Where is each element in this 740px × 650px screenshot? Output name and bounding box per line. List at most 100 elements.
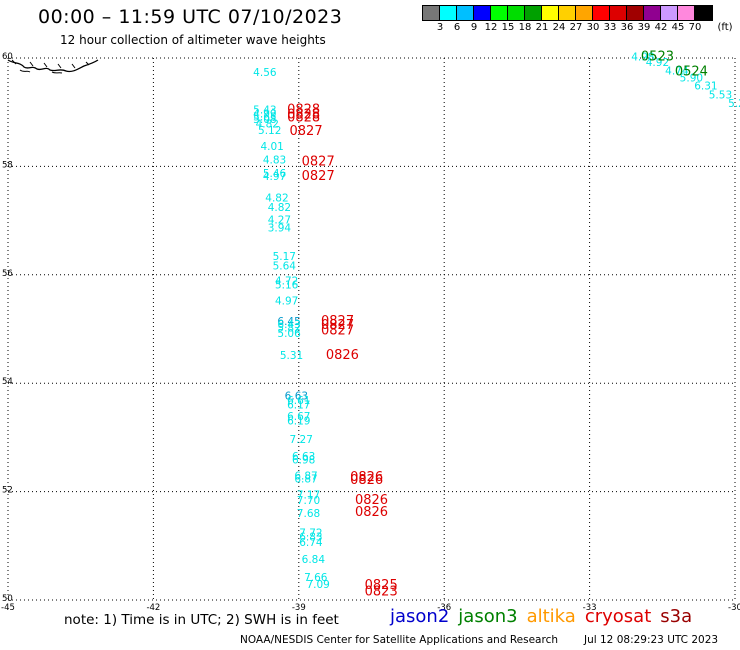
pass-time-label: 0827 <box>302 154 335 169</box>
swh-value: 6.83 <box>299 531 322 543</box>
color-swatch-8 <box>559 6 576 20</box>
color-tick-label: 6 <box>453 22 461 33</box>
swh-value: 5.46 <box>263 168 287 180</box>
swh-value: 4.74 <box>665 65 689 77</box>
color-unit-label: (ft) <box>717 22 733 33</box>
pass-time-label: 0826 <box>355 493 388 508</box>
swh-value: 5.16 <box>275 279 299 291</box>
color-tick-label: 24 <box>552 22 566 33</box>
swh-value: 6.98 <box>292 454 315 466</box>
color-tick-label: 15 <box>501 22 515 33</box>
color-swatch-9 <box>576 6 593 20</box>
swh-value: 6.43 <box>277 319 300 331</box>
satellite-s3a: s3a <box>660 606 693 627</box>
swh-value: 6.67 <box>287 411 310 423</box>
pass-time-label: 0827 <box>321 323 354 338</box>
pass-time-label: 0826 <box>350 470 383 485</box>
swh-value: 4.82 <box>265 193 288 205</box>
swh-value: 4.92 <box>646 57 669 69</box>
lon-tick-label: -30 <box>728 603 740 613</box>
swh-value: 5.08 <box>253 114 276 126</box>
color-swatch-14 <box>661 6 678 20</box>
color-tick-label: 33 <box>603 22 617 33</box>
color-swatch-1 <box>440 6 457 20</box>
swh-value: 6.87 <box>294 473 317 485</box>
swh-value: 4.72 <box>275 276 298 288</box>
lat-tick-label: 52 <box>2 486 13 496</box>
pass-time-label: 0828 <box>287 102 320 117</box>
lat-tick-label: 58 <box>2 160 13 170</box>
swh-value: 6.61 <box>287 395 310 407</box>
footer: NOAA/NESDIS Center for Satellite Applica… <box>240 634 718 646</box>
swh-value: 4.56 <box>253 67 277 79</box>
color-tick-label: 36 <box>620 22 634 33</box>
color-tick-label: 45 <box>671 22 685 33</box>
swh-value: 7.68 <box>297 508 320 520</box>
satellite-cryosat: cryosat <box>584 606 652 627</box>
swh-value: 4.97 <box>263 171 286 183</box>
swh-value: 5.12 <box>258 125 281 137</box>
swh-value: 6.63 <box>292 451 315 463</box>
color-swatch-10 <box>593 6 610 20</box>
color-tick-label: 12 <box>484 22 498 33</box>
map-subtitle: 12 hour collection of altimeter wave hei… <box>60 33 326 47</box>
swh-value: 4.83 <box>263 155 286 167</box>
pass-time-label: 0826 <box>326 348 359 363</box>
lat-tick-label: 50 <box>2 594 13 604</box>
swh-value: 7.66 <box>304 572 328 584</box>
satellite-jason3: jason3 <box>458 606 518 627</box>
swh-value: 7.17 <box>297 490 320 502</box>
pass-time-label: 0828 <box>287 108 320 123</box>
swh-value: 4.01 <box>260 141 283 153</box>
lat-tick-label: 60 <box>2 52 13 62</box>
swh-value: 6.87 <box>294 471 317 483</box>
color-tick-label: 27 <box>569 22 583 33</box>
pass-time-label: 0827 <box>321 314 354 329</box>
pass-time-labels: 0523052408280828082808270827082708270827… <box>287 50 708 600</box>
color-swatch-13 <box>644 6 661 20</box>
color-swatch-4 <box>491 6 508 20</box>
footer-timestamp: Jul 12 08:29:23 UTC 2023 <box>584 634 719 646</box>
lon-tick-label: -33 <box>583 603 597 613</box>
note-text: note: 1) Time is in UTC; 2) SWH is in fe… <box>64 612 339 628</box>
color-swatch-6 <box>525 6 542 20</box>
swh-value: 4.82 <box>256 118 279 130</box>
color-tick-label: 9 <box>470 22 478 33</box>
color-tick-label: 70 <box>688 22 702 33</box>
satellite-legend: jason2 jason3 altika cryosat s3a <box>390 606 701 627</box>
color-scale-ticks: 3 6 9 12 15 18 21 24 27 30 33 36 39 42 45 70 (ft) <box>0 22 740 36</box>
swh-value: 6.74 <box>299 537 323 549</box>
color-tick-label: 30 <box>586 22 600 33</box>
swh-value: 6.17 <box>287 400 310 412</box>
satellite-altika: altika <box>526 606 576 627</box>
swh-value: 5.64 <box>273 260 297 272</box>
pass-time-label: 0523 <box>641 50 674 65</box>
pass-time-label: 0828 <box>287 110 320 125</box>
lon-tick-label: -36 <box>437 603 451 613</box>
color-swatch-11 <box>610 6 627 20</box>
color-swatch-3 <box>474 6 491 20</box>
color-tick-label: 3 <box>436 22 444 33</box>
swh-value: 4.98 <box>631 52 654 64</box>
lon-tick-label: -39 <box>292 603 306 613</box>
pass-time-label: 0827 <box>321 318 354 333</box>
swh-value: 6.19 <box>287 415 310 427</box>
swh-value: 6.84 <box>302 554 326 566</box>
color-swatch-5 <box>508 6 525 20</box>
swh-value: 7.72 <box>299 528 322 540</box>
swh-value: 7.09 <box>306 579 329 591</box>
footer-org: NOAA/NESDIS Center for Satellite Applica… <box>240 634 558 646</box>
swh-value: 4.82 <box>268 202 291 214</box>
color-swatch-0 <box>423 6 440 20</box>
swh-value: 5.53 <box>709 90 732 102</box>
swh-value: 5.31 <box>280 350 303 362</box>
lat-tick-label: 56 <box>2 269 13 279</box>
color-tick-label: 21 <box>535 22 549 33</box>
swh-value: 5.65 <box>253 111 276 123</box>
swh-value: 4.99 <box>253 109 276 121</box>
pass-time-label: 0825 <box>365 578 398 593</box>
pass-time-label: 0524 <box>675 64 708 79</box>
pass-time-label: 0823 <box>365 585 398 600</box>
color-swatch-15 <box>678 6 695 20</box>
